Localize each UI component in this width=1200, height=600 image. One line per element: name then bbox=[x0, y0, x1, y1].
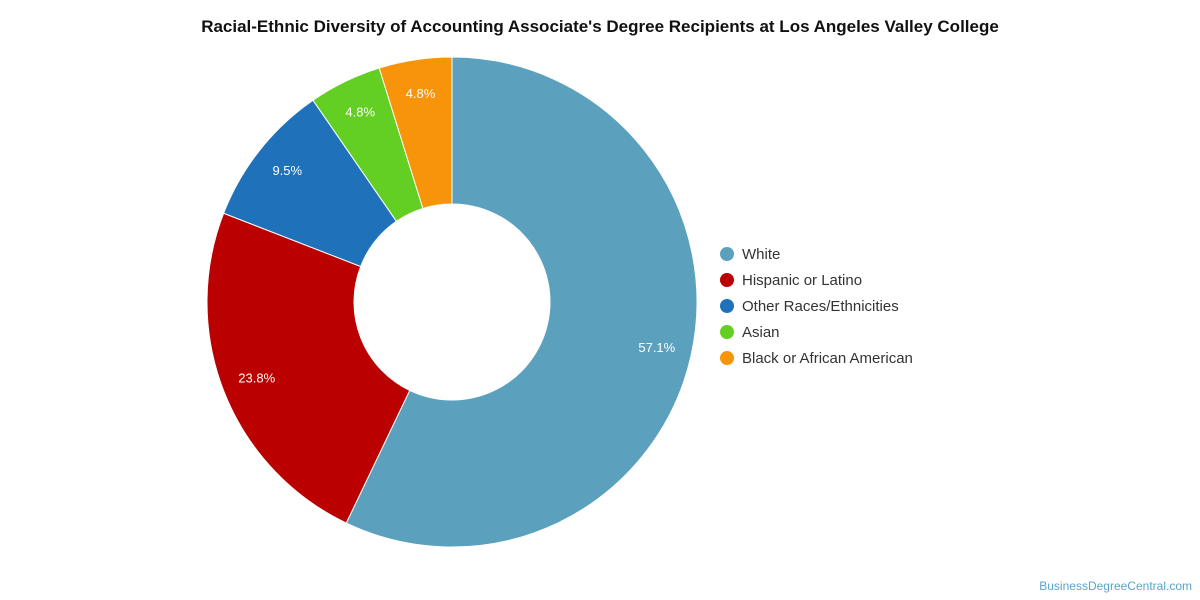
legend-label: Black or African American bbox=[742, 349, 913, 367]
watermark: BusinessDegreeCentral.com bbox=[1039, 579, 1192, 593]
legend-item-5: Black or African American bbox=[720, 345, 913, 371]
pie-slice-5 bbox=[378, 56, 453, 210]
slice-value-label-5: 4.8% bbox=[406, 86, 436, 101]
legend-item-3: Other Races/Ethnicities bbox=[720, 293, 913, 319]
chart-title: Racial-Ethnic Diversity of Accounting As… bbox=[201, 17, 999, 36]
slice-value-label-2: 23.8% bbox=[238, 371, 275, 386]
slice-value-label-4: 4.8% bbox=[345, 105, 375, 120]
legend-swatch bbox=[720, 247, 734, 261]
slice-value-label-1: 57.1% bbox=[638, 340, 675, 355]
pie-slice-2 bbox=[206, 212, 411, 524]
legend-label: Asian bbox=[742, 323, 780, 341]
legend-item-2: Hispanic or Latino bbox=[720, 267, 913, 293]
legend-label: Hispanic or Latino bbox=[742, 271, 863, 289]
pie-slice-1 bbox=[345, 56, 698, 548]
slice-value-label-3: 9.5% bbox=[272, 163, 302, 178]
legend-swatch bbox=[720, 325, 734, 339]
legend-label: Other Races/Ethnicities bbox=[742, 297, 899, 315]
legend-label: White bbox=[742, 245, 781, 263]
legend-swatch bbox=[720, 273, 734, 287]
legend-swatch bbox=[720, 299, 734, 313]
chart-legend: White Hispanic or Latino Other Races/Ethni… bbox=[720, 241, 913, 371]
legend-item-4: Asian bbox=[720, 319, 913, 345]
legend-swatch bbox=[720, 351, 734, 365]
legend-item-1: White bbox=[720, 241, 913, 267]
